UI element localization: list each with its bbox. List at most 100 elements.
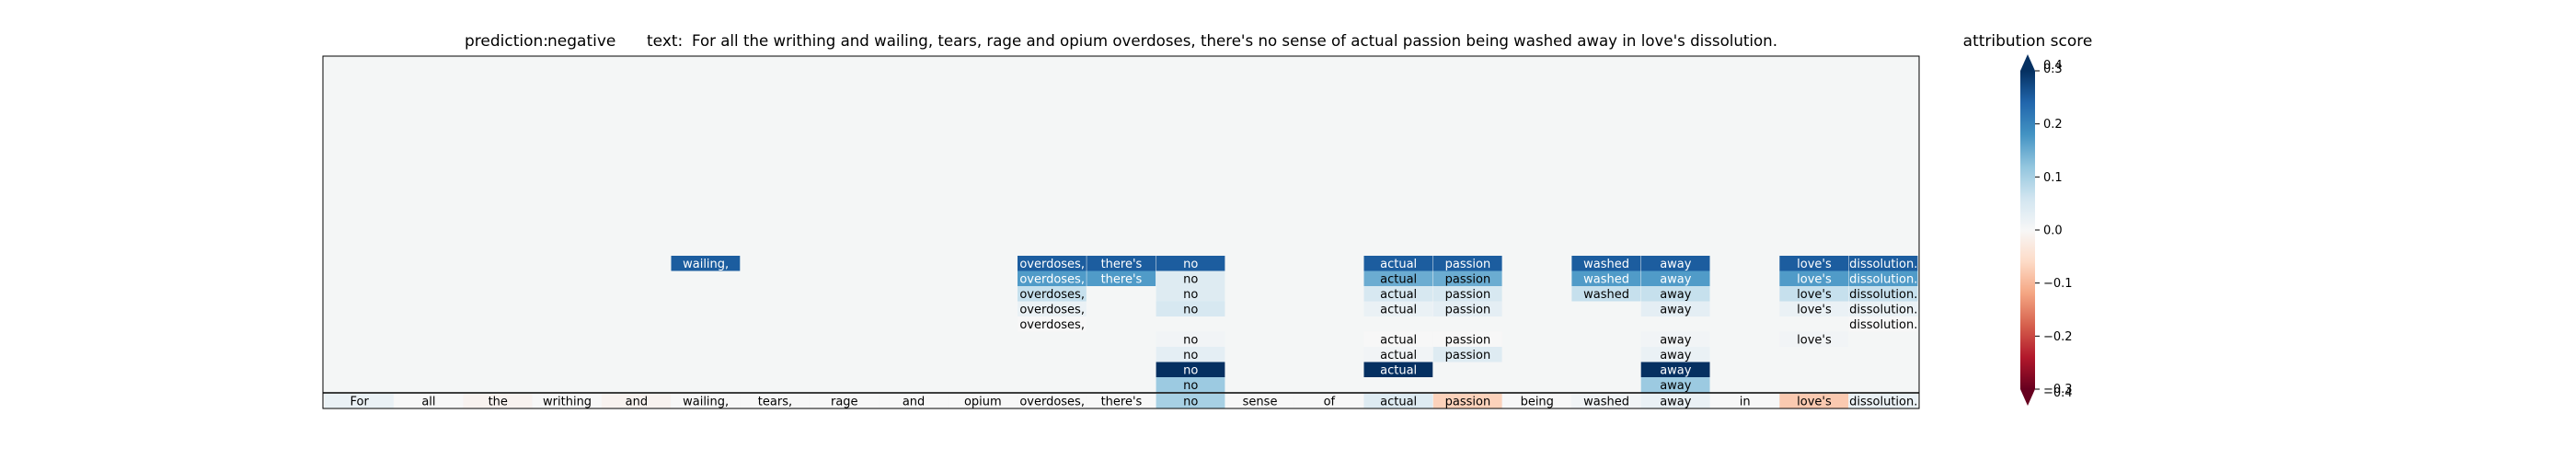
- layer-cell: [1848, 316, 1918, 332]
- layer-cell-label: away: [1660, 349, 1692, 362]
- layer-cell: [1156, 270, 1225, 286]
- layer-cell: [1640, 362, 1710, 377]
- colorbar-tick-label: 0.2: [2043, 118, 2063, 132]
- colorbar-label: attribution score: [1963, 32, 2093, 51]
- base-token-cell: [1710, 394, 1779, 408]
- layer-cell: [1018, 256, 1087, 271]
- layer-cell-label: dissolution.: [1849, 288, 1917, 302]
- layer-cell: [1640, 270, 1710, 286]
- layer-cell-label: actual: [1380, 272, 1417, 286]
- base-token-cell: [1779, 394, 1849, 408]
- layer-cell-label: away: [1660, 363, 1692, 377]
- colorbar-extend-top: [2020, 54, 2035, 71]
- plot-frame: [322, 55, 1920, 409]
- layer-cell-label: passion: [1445, 258, 1491, 271]
- layer-cell-label: there's: [1101, 258, 1143, 271]
- layer-cell: [1848, 270, 1918, 286]
- colorbar-tick-label: 0.1: [2043, 171, 2063, 185]
- layer-cell: [1779, 286, 1849, 302]
- title-text-label: text:: [647, 32, 683, 51]
- chart-title: prediction: negative text: For all the w…: [465, 32, 1777, 51]
- base-token-cell: [740, 394, 810, 408]
- base-token-cell: [532, 394, 602, 408]
- base-token-cell-label: tears,: [758, 396, 792, 409]
- base-token-cell: [463, 394, 533, 408]
- layer-cell: [1640, 256, 1710, 271]
- layer-cell-label: away: [1660, 333, 1692, 347]
- layer-cell-label: dissolution.: [1849, 258, 1917, 271]
- layer-cell-label: love's: [1797, 333, 1832, 347]
- layer-cell: [1363, 362, 1433, 377]
- title-text-value: For all the writhing and wailing, tears,…: [692, 32, 1777, 51]
- layer-cell: [1432, 256, 1502, 271]
- base-token-cell-label: no: [1183, 396, 1198, 409]
- layer-cell-label: washed: [1583, 272, 1629, 286]
- layer-cell-label: away: [1660, 288, 1692, 302]
- layer-cell: [1018, 316, 1087, 332]
- layer-cell: [1363, 270, 1433, 286]
- base-token-cell-label: in: [1740, 396, 1751, 409]
- layer-cell-label: love's: [1797, 272, 1832, 286]
- layer-cell: [1363, 301, 1433, 316]
- base-token-cell: [602, 394, 671, 408]
- base-token-cell-label: there's: [1101, 396, 1143, 409]
- layer-cell-label: away: [1660, 379, 1692, 393]
- base-token-cell: [1363, 394, 1433, 408]
- base-token-cell: [1156, 394, 1225, 408]
- base-token-cell-label: overdoses,: [1019, 396, 1085, 409]
- layer-cell: [1779, 270, 1849, 286]
- layer-cell-label: washed: [1583, 288, 1629, 302]
- layer-cell: [1018, 270, 1087, 286]
- layer-cell: [1156, 301, 1225, 316]
- layer-cell: [671, 256, 741, 271]
- base-token-cell-label: love's: [1797, 396, 1832, 409]
- layer-cell: [1156, 377, 1225, 393]
- layer-cell-label: away: [1660, 272, 1692, 286]
- layer-cell: [1156, 362, 1225, 377]
- layer-cell-label: overdoses,: [1019, 258, 1085, 271]
- layer-cell-label: no: [1183, 288, 1198, 302]
- layer-cell-label: wailing,: [683, 258, 729, 271]
- layer-cell: [1018, 286, 1087, 302]
- layer-cell-label: no: [1183, 272, 1198, 286]
- layer-cell-label: no: [1183, 349, 1198, 362]
- layer-cell: [1779, 256, 1849, 271]
- layer-cell: [1018, 301, 1087, 316]
- title-prediction-value: negative: [547, 32, 615, 51]
- base-token-cell: [1640, 394, 1710, 408]
- colorbar-tick-label: 0.0: [2043, 224, 2063, 238]
- layer-cell-label: actual: [1380, 303, 1417, 316]
- layer-cell-label: love's: [1797, 288, 1832, 302]
- base-token-cell: [948, 394, 1018, 408]
- layer-cell: [1640, 301, 1710, 316]
- base-token-cell-label: For: [350, 396, 369, 409]
- layer-cell-label: overdoses,: [1019, 303, 1085, 316]
- layer-cell-label: actual: [1380, 333, 1417, 347]
- base-token-cell: [1225, 394, 1294, 408]
- colorbar-extend-bottom: [2020, 389, 2035, 406]
- layer-cell-label: there's: [1101, 272, 1143, 286]
- colorbar-end-label-top: 0.3: [2043, 63, 2063, 76]
- base-token-cell-label: passion: [1445, 396, 1491, 409]
- title-prediction-label: prediction:: [465, 32, 548, 51]
- layer-cell: [1571, 256, 1641, 271]
- layer-cell: [1432, 286, 1502, 302]
- colorbar-gradient: [2020, 71, 2035, 389]
- base-token-cell-label: writhing: [543, 396, 592, 409]
- base-token-cell: [671, 394, 741, 408]
- layer-cell: [1087, 256, 1156, 271]
- layer-cell: [1848, 256, 1918, 271]
- colorbar: attribution score 0.2 0.1 0.0 −0.1 −0.2 0.40.3…: [1963, 32, 2093, 406]
- layer-cell-label: dissolution.: [1849, 318, 1917, 332]
- base-token-cell-label: sense: [1243, 396, 1278, 409]
- layer-cell: [1848, 301, 1918, 316]
- layer-cell: [1156, 256, 1225, 271]
- layer-cell-label: no: [1183, 258, 1198, 271]
- layer-cell-label: passion: [1445, 303, 1491, 316]
- layer-cell: [1848, 286, 1918, 302]
- colorbar-end-label-top: 0.4: [2043, 59, 2063, 73]
- layer-cell: [1432, 331, 1502, 347]
- base-token-cell-label: all: [421, 396, 435, 409]
- base-token-cell-label: actual: [1380, 396, 1417, 409]
